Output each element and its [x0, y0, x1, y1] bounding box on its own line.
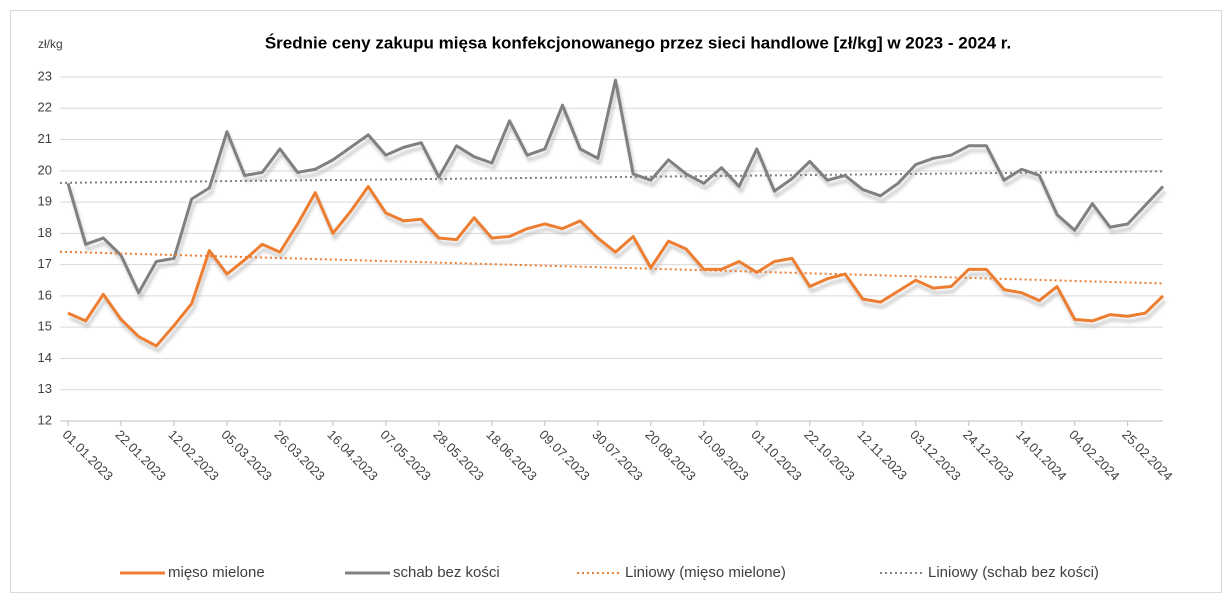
y-tick-label: 13 [38, 381, 52, 396]
line-series [66, 78, 1165, 295]
legend-label: schab bez kości [393, 564, 500, 581]
y-tick-label: 21 [38, 131, 52, 146]
y-tick-label: 18 [38, 225, 52, 240]
y-axis-label: zł/kg [38, 37, 63, 51]
trend-line [59, 170, 1164, 184]
trend-line [59, 250, 1164, 285]
y-tick-label: 19 [38, 194, 52, 209]
legend-label: Liniowy (mięso mielone) [625, 564, 786, 581]
y-tick-label: 23 [38, 68, 52, 83]
y-tick-label: 14 [38, 350, 52, 365]
y-tick-label: 16 [38, 287, 52, 302]
legend-label: mięso mielone [168, 564, 265, 581]
line-series [67, 184, 1165, 348]
line-shadow [69, 188, 1167, 353]
y-tick-label: 12 [38, 412, 52, 427]
y-tick-label: 20 [38, 162, 52, 177]
chart-frame [10, 10, 1222, 593]
chart-title: Średnie ceny zakupu mięsa konfekcjonowan… [265, 33, 1011, 52]
y-tick-label: 17 [38, 256, 52, 271]
y-tick-label: 22 [38, 100, 52, 115]
legend-label: Liniowy (schab bez kości) [928, 564, 1099, 581]
y-tick-label: 15 [38, 319, 52, 334]
